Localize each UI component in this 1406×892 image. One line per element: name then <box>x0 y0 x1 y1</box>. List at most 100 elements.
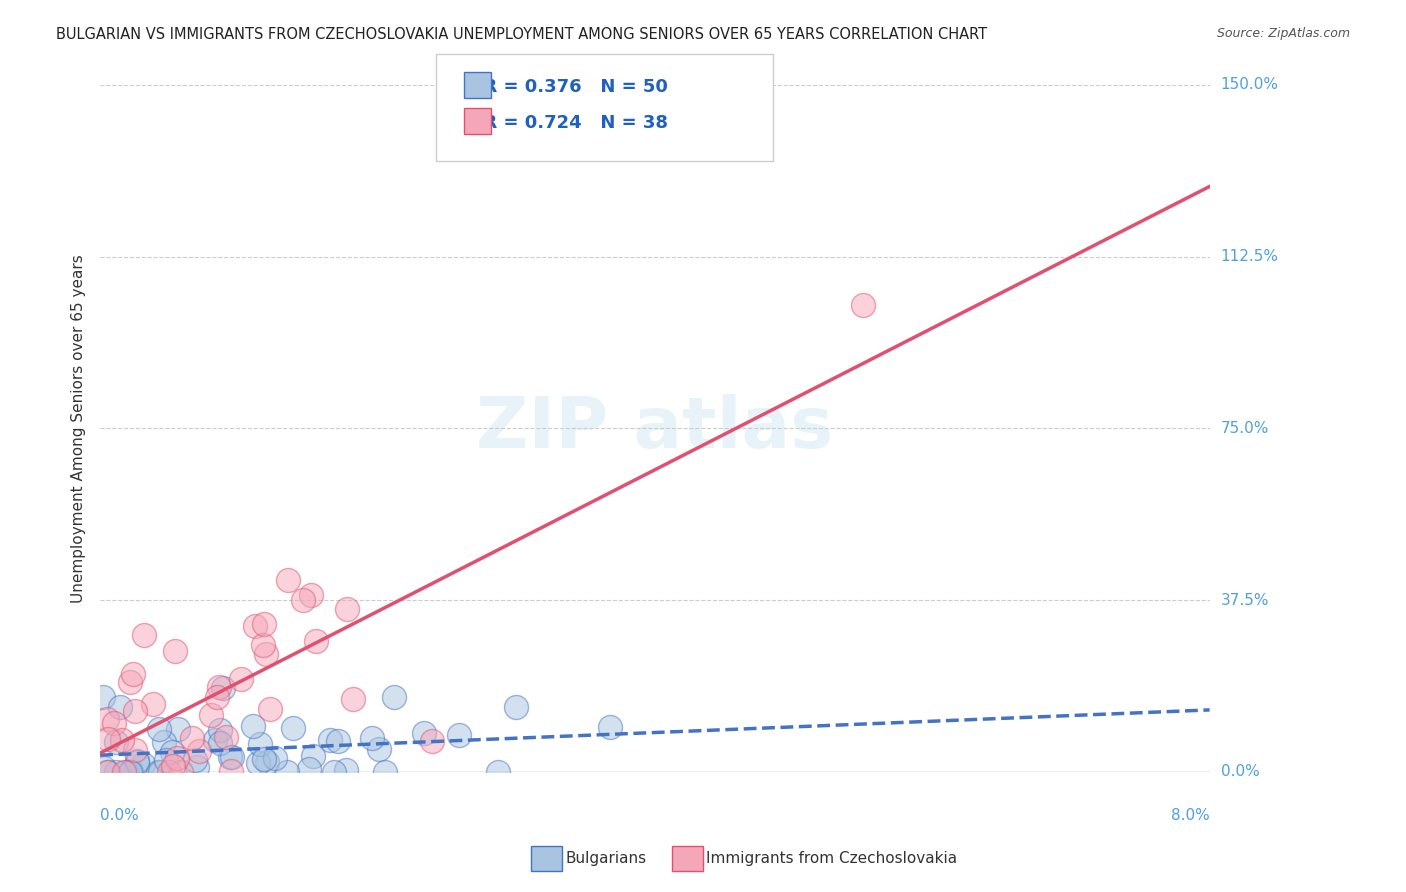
Point <box>420 734 443 748</box>
Point <box>208 723 231 738</box>
Point <box>208 680 231 694</box>
Point <box>110 700 132 714</box>
Point <box>170 764 193 779</box>
Point <box>112 764 135 779</box>
Point <box>103 716 125 731</box>
Point <box>219 750 242 764</box>
Point <box>326 733 349 747</box>
Point <box>215 730 238 744</box>
Point <box>96 712 118 726</box>
Point <box>486 764 509 779</box>
Text: 0.0%: 0.0% <box>1220 764 1260 780</box>
Text: Bulgarians: Bulgarians <box>565 851 647 865</box>
Point <box>249 738 271 752</box>
Point <box>254 647 277 661</box>
Point <box>382 690 405 705</box>
Point <box>180 731 202 745</box>
Point <box>155 754 177 768</box>
Point <box>253 752 276 766</box>
Point <box>277 573 299 587</box>
Point <box>276 764 298 779</box>
Point <box>599 720 621 734</box>
Point <box>281 721 304 735</box>
Point <box>323 764 346 779</box>
Text: 112.5%: 112.5% <box>1220 249 1278 264</box>
Point <box>157 764 180 779</box>
Point <box>204 733 226 747</box>
Point <box>212 681 235 695</box>
Point <box>256 755 278 769</box>
Point <box>93 761 115 775</box>
Point <box>852 298 875 312</box>
Point <box>114 764 136 779</box>
Point <box>361 731 384 745</box>
Point <box>242 719 264 733</box>
Point <box>97 764 120 779</box>
Point <box>205 690 228 705</box>
Text: 0.0%: 0.0% <box>100 808 139 823</box>
Point <box>298 763 321 777</box>
Point <box>374 764 396 779</box>
Point <box>111 733 134 747</box>
Point <box>229 672 252 686</box>
Text: 8.0%: 8.0% <box>1171 808 1209 823</box>
Point <box>186 760 208 774</box>
Point <box>412 725 434 739</box>
Point <box>221 749 243 764</box>
Point <box>97 731 120 746</box>
Point <box>96 764 118 779</box>
Point <box>120 764 142 779</box>
Point <box>319 733 342 747</box>
Text: 150.0%: 150.0% <box>1220 78 1278 93</box>
Point <box>120 764 142 779</box>
Point <box>124 743 146 757</box>
Point <box>264 751 287 765</box>
Point <box>336 601 359 615</box>
Point <box>292 592 315 607</box>
Point <box>505 700 527 714</box>
Point <box>252 638 274 652</box>
Text: 75.0%: 75.0% <box>1220 421 1270 436</box>
Point <box>153 735 176 749</box>
Point <box>219 764 242 778</box>
Point <box>124 704 146 718</box>
Point <box>120 674 142 689</box>
Point <box>162 758 184 772</box>
Point <box>447 728 470 742</box>
Y-axis label: Unemployment Among Seniors over 65 years: Unemployment Among Seniors over 65 years <box>72 254 86 603</box>
Point <box>200 708 222 723</box>
Point <box>243 618 266 632</box>
Point <box>299 588 322 602</box>
Point <box>121 667 143 681</box>
Point <box>148 722 170 736</box>
Point <box>246 756 269 771</box>
Text: Source: ZipAtlas.com: Source: ZipAtlas.com <box>1216 27 1350 40</box>
Point <box>305 633 328 648</box>
Point <box>208 736 231 750</box>
Point <box>165 644 187 658</box>
Point <box>131 757 153 772</box>
Point <box>184 753 207 767</box>
Point <box>91 690 114 704</box>
Text: 37.5%: 37.5% <box>1220 592 1270 607</box>
Point <box>302 749 325 764</box>
Point <box>134 628 156 642</box>
Text: Immigrants from Czechoslovakia: Immigrants from Czechoslovakia <box>706 851 957 865</box>
Point <box>335 763 357 777</box>
Point <box>125 755 148 769</box>
Point <box>253 617 276 632</box>
Point <box>342 692 364 706</box>
Point <box>367 742 389 756</box>
Point <box>104 764 127 779</box>
Point <box>142 697 165 711</box>
Point <box>166 751 188 765</box>
Text: ZIP atlas: ZIP atlas <box>477 394 834 463</box>
Text: BULGARIAN VS IMMIGRANTS FROM CZECHOSLOVAKIA UNEMPLOYMENT AMONG SENIORS OVER 65 Y: BULGARIAN VS IMMIGRANTS FROM CZECHOSLOVA… <box>56 27 987 42</box>
Point <box>125 754 148 768</box>
Text: R = 0.724   N = 38: R = 0.724 N = 38 <box>471 114 668 132</box>
Point <box>149 764 172 779</box>
Point <box>146 764 169 779</box>
Point <box>104 735 127 749</box>
Point <box>259 702 281 716</box>
Point <box>167 723 190 737</box>
